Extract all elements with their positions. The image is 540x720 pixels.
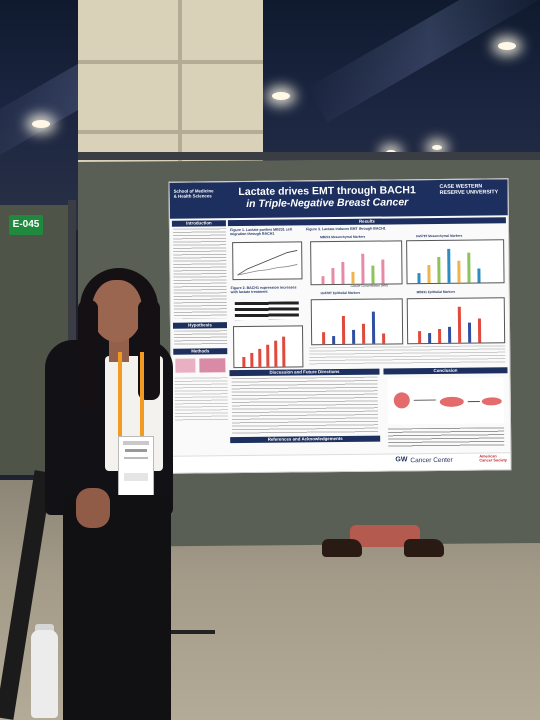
presenter-pants [63,495,171,720]
booth-frame-top [78,152,540,160]
gw-logo: GW [395,456,408,464]
discussion-text [231,376,379,435]
water-bottle [31,630,58,718]
lanyard [118,352,144,438]
presenter-hair-left [78,300,98,410]
figure3-caption [309,345,506,366]
section-conclusion: Conclusion [383,367,508,375]
presenter-hands [76,488,110,528]
poster-title-line2: in Triple-Negative Breast Cancer [246,196,409,210]
section-introduction: Introduction [171,220,226,227]
methods-text [174,377,228,422]
introduction-text [172,228,227,319]
figure1-title: Figure 1. Lactate pushes MB231 cell migr… [229,227,292,237]
hypothesis-text [174,330,228,345]
western-blot [234,301,299,321]
ceiling-light [432,145,442,150]
name-badge [118,436,154,498]
booth-number-sign: E-045 [9,215,43,235]
figure3-title: Figure 3. Lactate induces EMT through BA… [305,226,386,232]
section-discussion: Discussion and Future Directions [229,368,380,377]
panel-d-title: MB231 Epithelial Markers [416,289,456,295]
section-methods: Methods [173,348,228,355]
figure2-bar-plot [232,325,304,369]
panel-axis-label: Lactate Concentration (mM) [350,283,388,288]
ceiling-light [498,42,516,50]
figure1-plot [232,241,303,281]
panel-b-plot [406,239,505,285]
stool-leg [170,630,215,634]
section-hypothesis: Hypothesis [172,322,228,329]
ceiling-light [32,120,50,128]
panel-a-plot [310,240,403,286]
panel-b-title: Hs578T Mesenchymal Markers [416,233,463,239]
section-results: Results [227,217,506,227]
panel-c-title: Hs578T Epithelial Markers [320,290,361,296]
background-person-feet [322,525,444,565]
ceiling-light [272,92,290,100]
conclusion-text [388,427,505,449]
poster-footer: GW Cancer Center American Cancer Society [172,452,511,474]
panel-d-plot [406,297,506,345]
figure2-title: Figure 2. BACH1 expression increases wit… [230,285,297,295]
section-references: References and Acknowledgements [230,435,381,444]
poster-title: Lactate drives EMT through BACH1 in Trip… [220,184,435,210]
panel-a-title: MB231 Mesenchymal Markers [320,234,366,240]
cancer-center-label: Cancer Center [410,456,453,465]
university-name: CASE WESTERN RESERVE UNIVERSITY [439,183,499,196]
panel-c-plot [310,298,404,346]
research-poster: School of Medicine & Health Sciences Lac… [168,178,512,474]
methods-diagram [175,358,196,373]
methods-diagram [199,358,226,373]
acs-logo: American Cancer Society [479,454,507,463]
presenter-neck [109,336,129,362]
presenter-face [92,280,142,342]
conclusion-diagram [387,377,505,425]
school-name: School of Medicine & Health Sciences [173,188,214,199]
university-logo: CASE WESTERN RESERVE UNIVERSITY [440,183,504,212]
